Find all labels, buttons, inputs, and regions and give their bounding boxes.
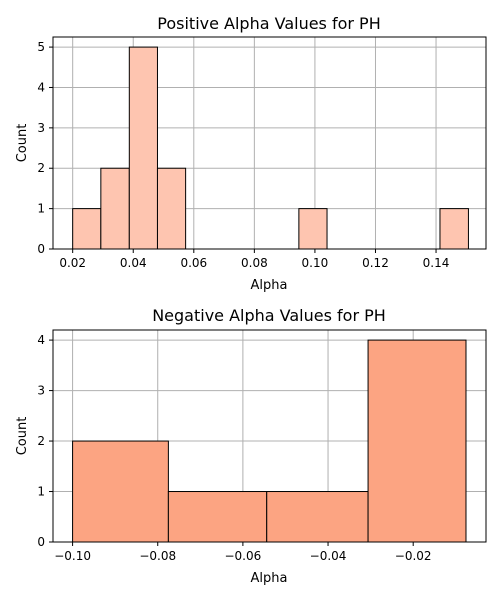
histogram-bar: [72, 208, 102, 250]
y-axis-label: Count: [15, 124, 30, 163]
y-tick-label: 2: [37, 161, 45, 175]
x-tick-label: −0.04: [310, 549, 347, 563]
x-tick-label: 0.10: [302, 256, 329, 270]
histogram-bar: [367, 339, 467, 543]
plot-frame: [52, 329, 487, 543]
y-axis-label: Count: [15, 417, 30, 456]
y-tick-label: 1: [37, 485, 45, 499]
histogram-bar: [72, 440, 169, 543]
histogram-bar: [266, 491, 369, 543]
x-axis-label: Alpha: [251, 571, 288, 586]
histogram-bar: [128, 46, 158, 250]
x-tick-label: 0.02: [59, 256, 86, 270]
y-tick-label: 4: [37, 333, 45, 347]
bars: [72, 339, 467, 543]
y-tick-label: 3: [37, 121, 45, 135]
y-tick-label: 2: [37, 434, 45, 448]
negative-alpha-chart: Negative Alpha Values for PH Alpha Count…: [15, 306, 487, 586]
chart-title: Negative Alpha Values for PH: [152, 306, 386, 325]
x-tick-label: −0.10: [54, 549, 91, 563]
x-tick-label: −0.02: [395, 549, 432, 563]
x-tick-label: 0.12: [362, 256, 389, 270]
chart-title: Positive Alpha Values for PH: [157, 14, 380, 33]
histogram-bar: [439, 208, 469, 250]
x-tick-label: −0.08: [139, 549, 176, 563]
positive-alpha-chart: Positive Alpha Values for PH Alpha Count…: [15, 14, 487, 293]
plot-frame: [52, 36, 487, 250]
x-tick-label: 0.14: [423, 256, 450, 270]
x-tick-label: 0.04: [120, 256, 147, 270]
histogram-bar: [156, 167, 187, 250]
grid: [53, 37, 486, 250]
bars: [72, 46, 469, 250]
y-tick-label: 1: [37, 202, 45, 216]
y-tick-label: 3: [37, 384, 45, 398]
x-tick-label: 0.08: [241, 256, 268, 270]
histogram-bar: [167, 491, 268, 543]
x-tick-label: 0.06: [180, 256, 207, 270]
histogram-bar: [100, 167, 130, 250]
x-tick-label: −0.06: [224, 549, 261, 563]
y-tick-label: 0: [37, 242, 45, 256]
histogram-bar: [298, 208, 328, 250]
y-tick-label: 5: [37, 40, 45, 54]
x-axis-label: Alpha: [251, 278, 288, 293]
y-tick-label: 0: [37, 535, 45, 549]
y-tick-label: 4: [37, 80, 45, 94]
